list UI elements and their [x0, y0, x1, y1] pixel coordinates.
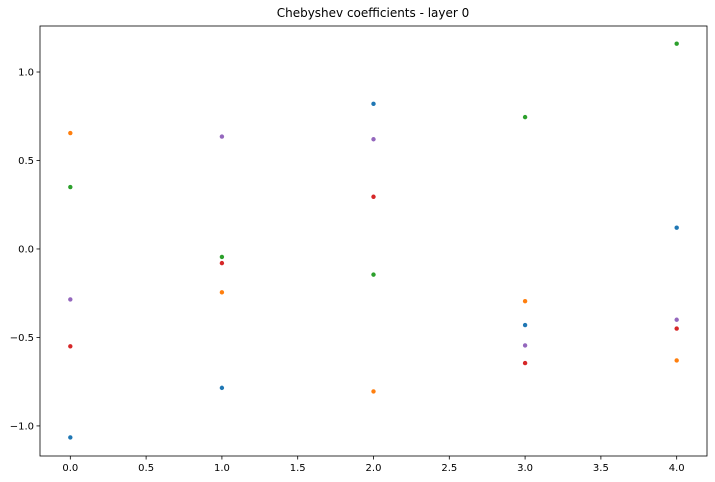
y-axis: −1.0 −0.5 0.0 0.5 1.0 [10, 68, 40, 432]
data-point-series-3 [674, 326, 679, 331]
x-tick-label: 0.5 [138, 463, 154, 474]
y-tick-label: 0.0 [18, 244, 34, 255]
x-tick-label: 2.0 [366, 463, 382, 474]
data-point-series-1 [522, 298, 528, 304]
data-point-series-3 [68, 344, 73, 349]
data-point-series-0 [522, 322, 528, 328]
data-point-series-2 [219, 254, 225, 260]
data-point-series-2 [674, 41, 679, 46]
data-point-series-4 [522, 343, 528, 348]
data-point-series-2 [522, 114, 528, 120]
y-tick-label: −1.0 [10, 421, 34, 432]
data-point-series-0 [68, 435, 73, 440]
data-point-series-0 [674, 225, 679, 230]
x-tick-label: 0.0 [62, 463, 78, 474]
x-tick-label: 1.0 [214, 463, 230, 474]
data-points [68, 41, 679, 440]
data-point-series-1 [219, 290, 225, 295]
x-tick-label: 3.5 [593, 463, 609, 474]
data-point-series-1 [371, 389, 376, 394]
x-tick-label: 4.0 [669, 463, 685, 474]
data-point-series-3 [371, 194, 376, 199]
x-tick-label: 1.5 [290, 463, 306, 474]
data-point-series-1 [68, 130, 73, 136]
data-point-series-1 [674, 358, 679, 363]
data-point-series-0 [219, 385, 225, 391]
data-point-series-4 [219, 134, 225, 139]
y-tick-label: −0.5 [10, 333, 34, 344]
chart-title: Chebyshev coefficients - layer 0 [277, 6, 470, 20]
x-tick-label: 3.0 [517, 463, 533, 474]
data-point-series-2 [68, 184, 73, 190]
x-tick-label: 2.5 [441, 463, 457, 474]
data-point-series-4 [68, 297, 73, 302]
data-point-series-4 [674, 317, 679, 322]
y-tick-label: 1.0 [18, 68, 34, 79]
data-point-series-3 [219, 260, 225, 266]
x-axis: 0.0 0.5 1.0 1.5 2.0 2.5 3.0 3.5 4.0 [62, 456, 685, 474]
data-point-series-3 [522, 360, 528, 366]
data-point-series-2 [371, 272, 376, 277]
y-tick-label: 0.5 [18, 156, 34, 167]
data-point-series-4 [371, 137, 376, 142]
data-point-series-0 [371, 101, 376, 107]
